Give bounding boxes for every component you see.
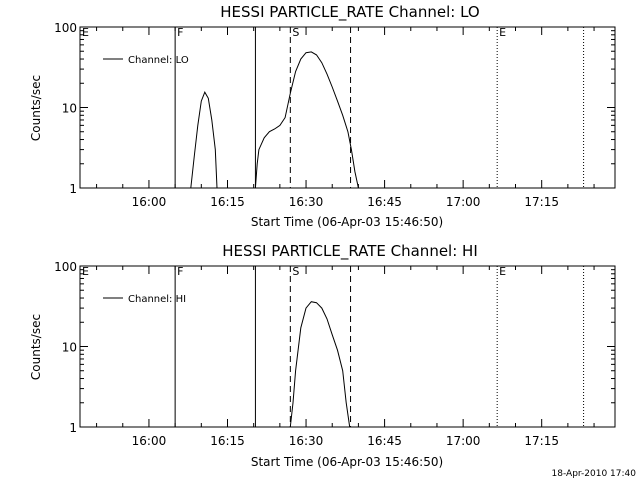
y-tick-label: 100 [54, 260, 77, 274]
x-axis-label: Start Time (06-Apr-03 15:46:50) [251, 455, 443, 469]
y-tick-label: 10 [62, 102, 77, 116]
footer-timestamp: 18-Apr-2010 17:40 [552, 469, 637, 479]
marker-label: S [292, 265, 299, 278]
x-tick-label: 17:15 [524, 434, 559, 448]
x-tick-label: 16:00 [132, 434, 167, 448]
series-line [289, 301, 351, 428]
marker-label: F [177, 26, 183, 39]
legend-label: Channel: LO [128, 55, 189, 66]
plot-frame [79, 265, 616, 428]
legend-label: Channel: HI [128, 294, 186, 305]
chart-title: HESSI PARTICLE_RATE Channel: LO [220, 3, 479, 22]
x-tick-label: 16:00 [132, 195, 167, 209]
x-tick-label: 17:00 [446, 434, 481, 448]
chart-title: HESSI PARTICLE_RATE Channel: HI [222, 242, 478, 261]
x-axis-label: Start Time (06-Apr-03 15:46:50) [251, 215, 443, 229]
marker-label: E [82, 26, 89, 39]
plot-frame [79, 26, 616, 189]
x-tick-label: 16:45 [367, 195, 402, 209]
y-axis-label: Counts/sec [29, 75, 43, 141]
x-tick-label: 16:15 [210, 195, 245, 209]
x-tick-label: 16:15 [210, 434, 245, 448]
x-tick-label: 17:15 [524, 195, 559, 209]
series-line [190, 51, 359, 189]
y-tick-label: 100 [54, 21, 77, 35]
marker-label: S [292, 26, 299, 39]
chart-panel-hi: HESSI PARTICLE_RATE Channel: HI Counts/s… [29, 242, 616, 469]
marker-label: F [177, 265, 183, 278]
marker-label: E [499, 26, 506, 39]
x-tick-label: 16:30 [289, 195, 324, 209]
marker-label: E [82, 265, 89, 278]
x-tick-label: 17:00 [446, 195, 481, 209]
y-tick-label: 1 [69, 421, 77, 435]
y-tick-label: 10 [62, 341, 77, 355]
x-tick-label: 16:30 [289, 434, 324, 448]
y-tick-label: 1 [69, 182, 77, 196]
marker-label: E [499, 265, 506, 278]
x-tick-label: 16:45 [367, 434, 402, 448]
chart-panel-lo: HESSI PARTICLE_RATE Channel: LO Counts/s… [29, 3, 616, 229]
y-axis-label: Counts/sec [29, 314, 43, 380]
